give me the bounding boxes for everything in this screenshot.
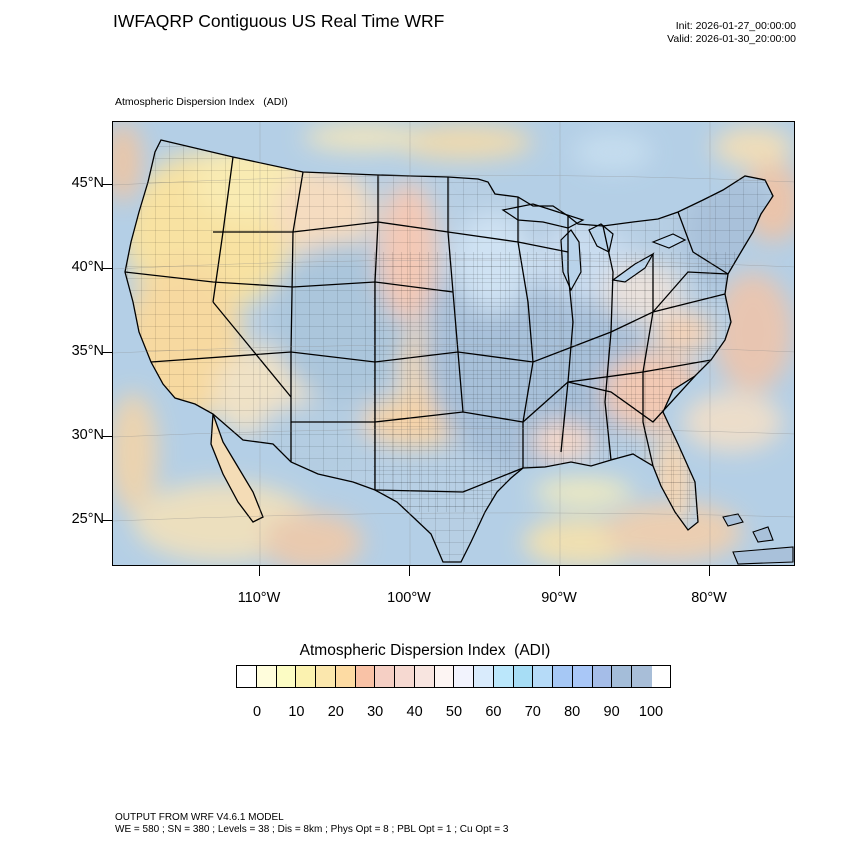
- colorbar-swatch: [493, 666, 514, 687]
- colorbar-tick-label: 20: [327, 704, 344, 720]
- colorbar-swatch: [237, 666, 257, 687]
- colorbar-tick-label: 100: [638, 704, 664, 720]
- colorbar-swatch: [533, 666, 553, 687]
- colorbar-swatch: [572, 666, 593, 687]
- colorbar-swatch: [375, 666, 395, 687]
- colorbar-tick-label: 0: [252, 704, 262, 720]
- colorbar-swatch: [335, 666, 356, 687]
- colorbar-swatch: [276, 666, 297, 687]
- lon-tick: [259, 566, 260, 576]
- footer-config-line: WE = 580 ; SN = 380 ; Levels = 38 ; Dis …: [115, 824, 509, 835]
- map-subtitle: Atmospheric Dispersion Index (ADI): [115, 96, 288, 108]
- colorbar-swatch: [513, 666, 534, 687]
- lat-label: 45°N: [71, 175, 104, 191]
- colorbar-swatch: [316, 666, 336, 687]
- colorbar-swatch: [454, 666, 474, 687]
- colorbar-swatch: [395, 666, 415, 687]
- colorbar-tick-label: 40: [406, 704, 423, 720]
- colorbar-tick-label: 30: [367, 704, 384, 720]
- lat-tick: [102, 520, 112, 521]
- footer-model-line: OUTPUT FROM WRF V4.6.1 MODEL: [115, 812, 284, 823]
- lon-label: 110°W: [237, 590, 281, 606]
- colorbar-tick-label: 50: [445, 704, 463, 720]
- lon-tick: [409, 566, 410, 576]
- legend-title: Atmospheric Dispersion Index (ADI): [299, 642, 551, 659]
- colorbar-swatch: [414, 666, 435, 687]
- lat-tick: [102, 352, 112, 353]
- colorbar-swatch: [434, 666, 455, 687]
- colorbar-tick-label: 90: [603, 704, 620, 720]
- lon-tick: [559, 566, 560, 576]
- colorbar-swatch: [256, 666, 277, 687]
- lon-label: 90°W: [541, 590, 577, 606]
- map-image: [113, 122, 794, 565]
- colorbar-swatch: [355, 666, 376, 687]
- lat-tick: [102, 184, 112, 185]
- lat-label: 40°N: [71, 259, 104, 275]
- colorbar-swatch: [612, 666, 632, 687]
- lat-label: 35°N: [71, 343, 104, 359]
- lat-label: 25°N: [71, 511, 104, 527]
- colorbar-tick-label: 10: [288, 704, 305, 720]
- main-title: IWFAQRP Contiguous US Real Time WRF: [113, 11, 445, 31]
- valid-time: Valid: 2026-01-30_20:00:00: [667, 33, 796, 45]
- colorbar: [236, 665, 671, 688]
- init-time: Init: 2026-01-27_00:00:00: [675, 20, 796, 32]
- colorbar-tick-label: 60: [485, 704, 502, 720]
- colorbar-swatch: [474, 666, 494, 687]
- lat-tick: [102, 268, 112, 269]
- lat-label: 30°N: [71, 427, 104, 443]
- colorbar-swatch: [296, 666, 316, 687]
- colorbar-swatch: [592, 666, 613, 687]
- map-panel: [112, 121, 795, 566]
- colorbar-swatch: [632, 666, 652, 687]
- lon-tick: [709, 566, 710, 576]
- colorbar-tick-label: 80: [564, 704, 581, 720]
- colorbar-tick-label: 70: [524, 704, 541, 720]
- lon-label: 80°W: [691, 590, 727, 606]
- lon-label: 100°W: [387, 590, 431, 606]
- lat-tick: [102, 436, 112, 437]
- colorbar-swatch: [553, 666, 573, 687]
